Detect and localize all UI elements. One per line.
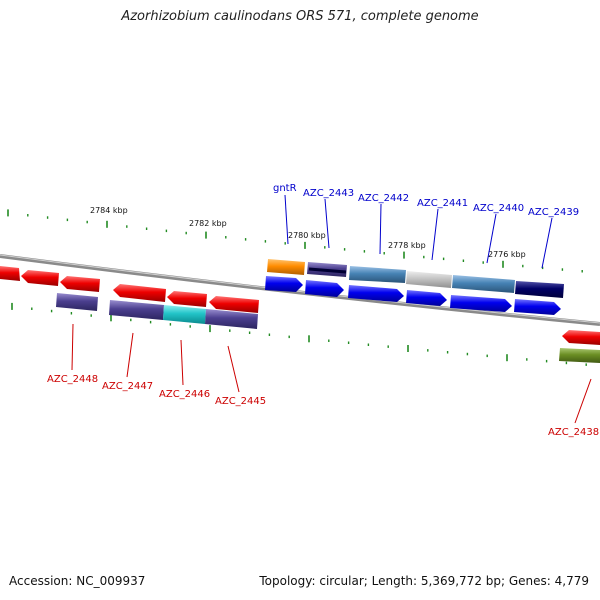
cds-arrow-azc2438: [562, 330, 600, 345]
gene-label-azc2445: AZC_2445: [215, 396, 266, 407]
reverse-cog-features: [56, 293, 600, 363]
genome-stats-label: Topology: circular; Length: 5,369,772 bp…: [259, 574, 589, 588]
cds-arrow-gntr: [265, 276, 303, 292]
cog-feature-azc2440: [452, 275, 515, 293]
map-title: Azorhizobium caulinodans ORS 571, comple…: [121, 9, 479, 24]
gene-label-azc2448: AZC_2448: [47, 374, 98, 385]
cds-arrow-azc2445: [209, 296, 259, 313]
cog-feature-azc2442: [349, 266, 406, 283]
scale-label-2784: 2784 kbp: [90, 206, 128, 215]
cds-arrow-azc2448: [60, 276, 100, 292]
cog-feature-azc2445: [205, 309, 258, 329]
reverse-leader-lines: [71, 323, 592, 424]
gene-label-azc2439: AZC_2439: [528, 207, 579, 218]
cog-feature-azc2438: [559, 348, 600, 363]
cds-arrow-azc2446: [167, 291, 207, 307]
cds-arrow-azc2447: [113, 284, 166, 302]
gene-label-azc2440: AZC_2440: [473, 203, 524, 214]
forward-leader-lines: [284, 194, 553, 269]
genome-backbone: [0, 254, 600, 326]
gene-label-azc2446: AZC_2446: [159, 389, 210, 400]
cds-arrow-azc2439: [514, 299, 561, 315]
cog-feature-azc2447: [109, 300, 164, 320]
gene-label-azc2438: AZC_2438: [548, 427, 599, 438]
reverse-cds-track: [0, 266, 600, 345]
gene-label-azc2447: AZC_2447: [102, 381, 153, 392]
cog-feature-gntr: [267, 259, 305, 275]
cds-arrow-azc2440: [450, 295, 512, 312]
forward-cds-track: [265, 276, 561, 315]
accession-label: Accession: NC_009937: [9, 574, 146, 588]
forward-cog-features: [267, 259, 564, 298]
scale-label-2778: 2778 kbp: [388, 241, 426, 250]
gene-label-azc2442: AZC_2442: [358, 193, 409, 204]
genome-backbone-highlight: [0, 254, 600, 324]
cog-feature-azc2441: [406, 271, 452, 288]
outer-tick-ring: [7, 209, 583, 273]
forward-gene-labels: gntR AZC_2443 AZC_2442 AZC_2441 AZC_2440…: [273, 183, 579, 218]
cds-arrow-azc2442: [348, 285, 404, 302]
inner-tick-ring: [11, 302, 587, 366]
scale-label-2780: 2780 kbp: [288, 231, 326, 240]
cds-arrow-azc2441: [406, 290, 447, 306]
cds-arrow-left-2: [21, 270, 59, 286]
cog-feature-azc2439: [515, 281, 564, 298]
cog-feature-azc2448: [56, 293, 98, 311]
gene-label-gntr: gntR: [273, 183, 297, 194]
cds-arrow-azc2443: [305, 280, 344, 297]
cog-feature-azc2446: [163, 305, 206, 324]
scale-label-2776: 2776 kbp: [488, 250, 526, 259]
reverse-gene-labels: AZC_2448 AZC_2447 AZC_2446 AZC_2445 AZC_…: [47, 374, 599, 438]
gene-label-azc2443: AZC_2443: [303, 188, 354, 199]
cds-arrow-left-edge: [0, 266, 20, 281]
scale-label-2782: 2782 kbp: [189, 219, 227, 228]
gene-label-azc2441: AZC_2441: [417, 198, 468, 209]
